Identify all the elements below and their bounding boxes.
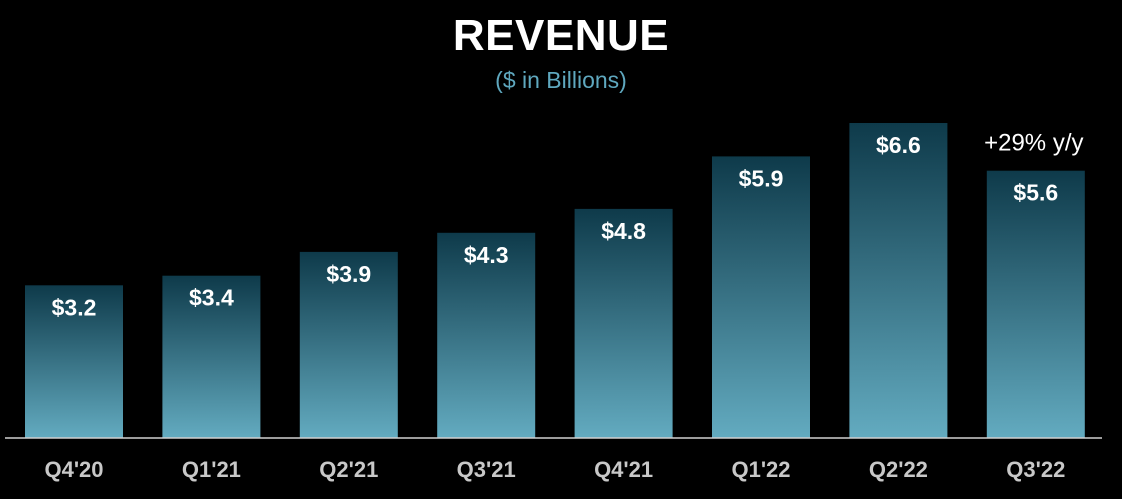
growth-annotation: +29% y/y bbox=[984, 130, 1083, 157]
x-tick-label-Q2'21: Q2'21 bbox=[319, 457, 378, 482]
data-label-Q2'21: $3.9 bbox=[326, 261, 371, 287]
data-label-Q4'20: $3.2 bbox=[52, 294, 97, 320]
data-label-Q3'21: $4.3 bbox=[464, 242, 509, 268]
x-tick-label-Q1'22: Q1'22 bbox=[731, 457, 790, 482]
data-label-Q2'22: $6.6 bbox=[876, 132, 921, 158]
data-label-Q1'22: $5.9 bbox=[739, 165, 784, 191]
x-tick-label-Q2'22: Q2'22 bbox=[869, 457, 928, 482]
bar-Q2'22 bbox=[849, 123, 947, 438]
bar-Q1'22 bbox=[712, 156, 810, 438]
x-tick-label-Q3'21: Q3'21 bbox=[457, 457, 516, 482]
data-label-Q4'21: $4.8 bbox=[601, 218, 646, 244]
x-tick-label-Q4'21: Q4'21 bbox=[594, 457, 653, 482]
bars-layer bbox=[25, 123, 1085, 438]
bar-Q3'22 bbox=[987, 171, 1085, 438]
data-label-Q3'22: $5.6 bbox=[1013, 180, 1058, 206]
bar-chart: $3.2 Q4'20 $3.4 Q1'21 $3.9 Q2'21 $4.3 Q3'21 $4.8… bbox=[0, 0, 1122, 499]
x-tick-label-Q3'22: Q3'22 bbox=[1006, 457, 1065, 482]
data-label-Q1'21: $3.4 bbox=[189, 285, 234, 311]
x-tick-label-Q1'21: Q1'21 bbox=[182, 457, 241, 482]
x-tick-label-Q4'20: Q4'20 bbox=[44, 457, 103, 482]
